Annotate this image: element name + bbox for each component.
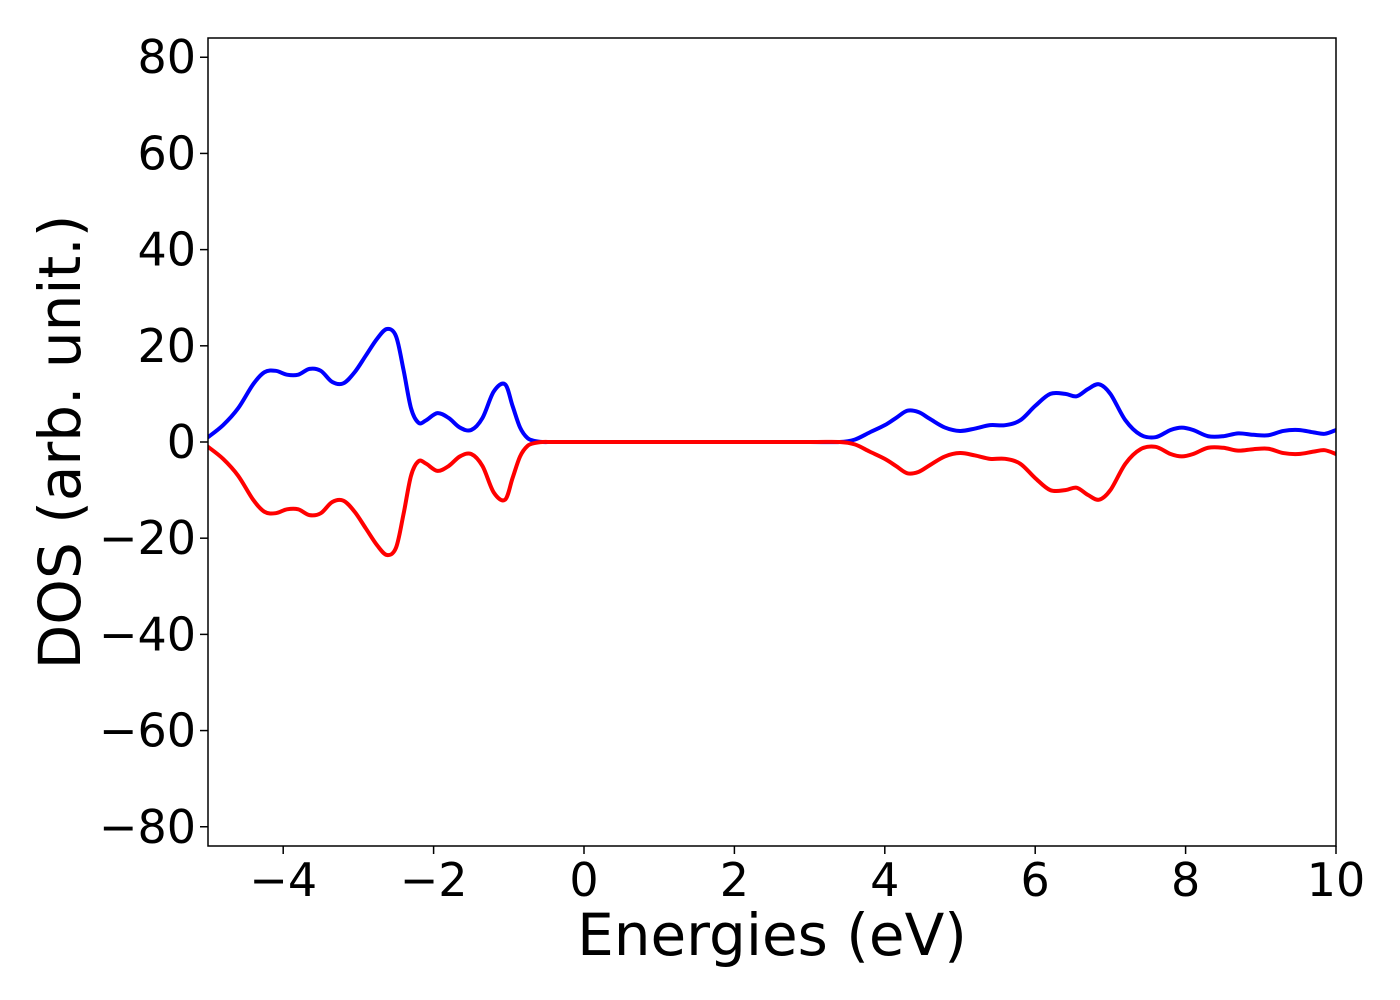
y-tick-label: −40 xyxy=(99,607,196,661)
x-tick-label: 2 xyxy=(720,853,749,907)
series-layer xyxy=(208,326,1336,558)
y-tick-label: −80 xyxy=(99,800,196,854)
y-tick-label: 40 xyxy=(137,223,196,277)
y-tick-label: 80 xyxy=(137,30,196,84)
y-tick-label: −60 xyxy=(99,704,196,758)
x-tick-label: 0 xyxy=(569,853,598,907)
x-tick-label: 6 xyxy=(1021,853,1050,907)
x-tick-label: −4 xyxy=(249,853,317,907)
x-tick-label: 4 xyxy=(870,853,899,907)
x-tick-label: 10 xyxy=(1307,853,1366,907)
y-tick-label: −20 xyxy=(99,511,196,565)
y-tick-label: 60 xyxy=(137,126,196,180)
x-tick-label: 8 xyxy=(1171,853,1200,907)
y-tick-label: 0 xyxy=(167,415,196,469)
dos-spin-down-line xyxy=(208,439,1336,558)
y-axis: −80 −60 −40 −20 0 20 40 60 80 xyxy=(99,30,208,854)
x-tick-label: −2 xyxy=(400,853,468,907)
y-axis-title: DOS (arb. unit.) xyxy=(26,215,94,670)
x-axis-title: Energies (eV) xyxy=(577,901,967,969)
x-axis: −4 −2 0 2 4 6 8 10 xyxy=(249,846,1365,907)
y-tick-label: 20 xyxy=(137,319,196,373)
